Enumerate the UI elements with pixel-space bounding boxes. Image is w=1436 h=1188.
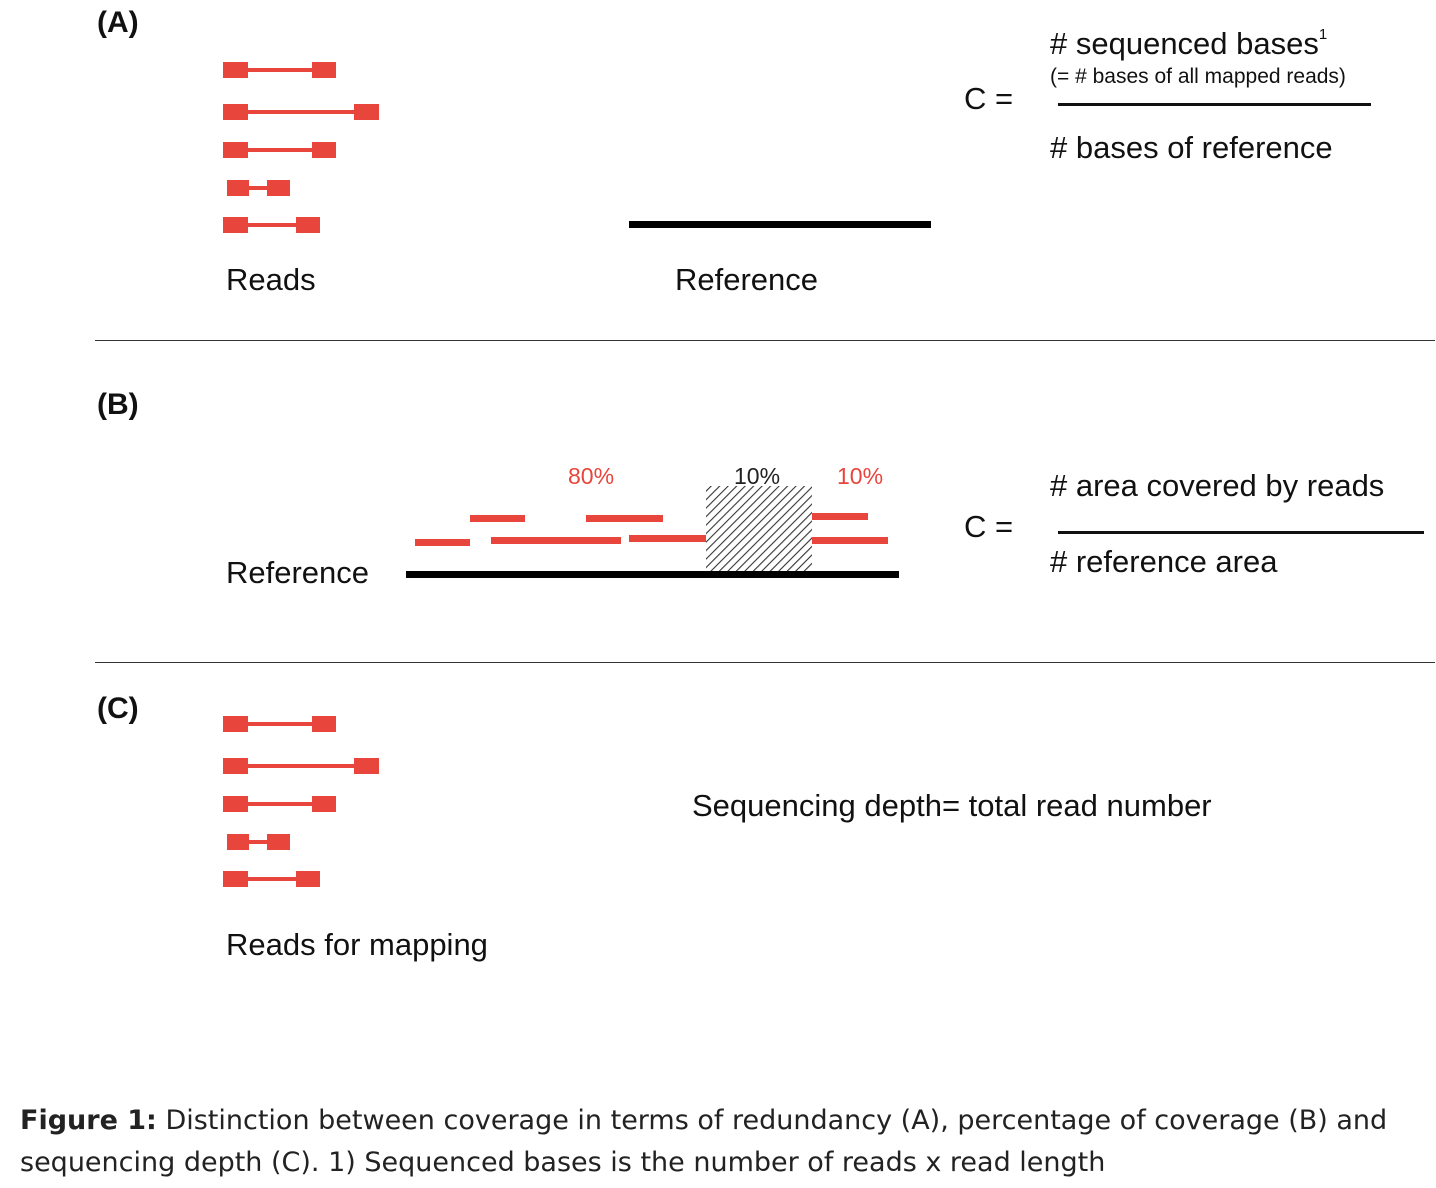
panel-b-reference-line <box>406 571 899 578</box>
panel-b-label: (B) <box>97 388 139 421</box>
panel-a-c-label: C = <box>964 81 1014 116</box>
read <box>227 180 290 196</box>
panel-a-denominator: # bases of reference <box>1050 130 1333 165</box>
read <box>491 537 621 544</box>
sequencing-depth-text: Sequencing depth= total read number <box>692 788 1212 823</box>
panel-b-reference-label: Reference <box>226 555 370 590</box>
panel-a-reads <box>223 62 379 233</box>
reference-label: Reference <box>675 262 819 297</box>
read <box>586 515 663 522</box>
read <box>223 217 320 233</box>
panel-a-fraction-bar <box>1058 103 1371 106</box>
reads-label: Reads <box>226 262 316 297</box>
panel-b-numerator: # area covered by reads <box>1050 468 1385 503</box>
panel-a-numerator-note: (= # bases of all mapped reads) <box>1050 65 1346 88</box>
read <box>223 871 320 887</box>
separator-b-c <box>95 662 1435 663</box>
pct-80: 80% <box>568 463 615 489</box>
panel-b-c-label: C = <box>964 509 1014 544</box>
figure-caption: Figure 1: Distinction between coverage i… <box>20 1100 1420 1184</box>
panel-b-fraction-bar <box>1058 531 1424 534</box>
read <box>223 104 379 120</box>
caption-bold: Figure 1: <box>20 1105 157 1136</box>
read <box>227 834 290 850</box>
pct-10-gap: 10% <box>734 463 781 489</box>
panel-b-hatched-gap <box>706 486 812 574</box>
read <box>415 539 470 546</box>
read <box>223 142 336 158</box>
panel-b-mapped-reads <box>415 513 888 546</box>
panel-b-denominator: # reference area <box>1050 544 1278 579</box>
read <box>223 758 379 774</box>
numerator-superscript: 1 <box>1318 25 1328 43</box>
separator-a-b <box>95 340 1435 341</box>
panel-a-reference-line <box>629 221 931 228</box>
panel-c-label: (C) <box>97 692 139 725</box>
read <box>470 515 525 522</box>
read <box>812 513 868 520</box>
panel-a-numerator: # sequenced bases1 <box>1050 26 1327 62</box>
numerator-text: # sequenced bases <box>1050 26 1319 61</box>
read <box>629 535 706 542</box>
read <box>223 716 336 732</box>
panel-c-reads <box>223 716 379 887</box>
pct-10-right: 10% <box>837 463 884 489</box>
read <box>812 537 888 544</box>
caption-text: Distinction between coverage in terms of… <box>20 1105 1388 1178</box>
read <box>223 796 336 812</box>
reads-for-mapping-label: Reads for mapping <box>226 927 488 962</box>
read <box>223 62 336 78</box>
panel-a-label: (A) <box>97 6 139 39</box>
